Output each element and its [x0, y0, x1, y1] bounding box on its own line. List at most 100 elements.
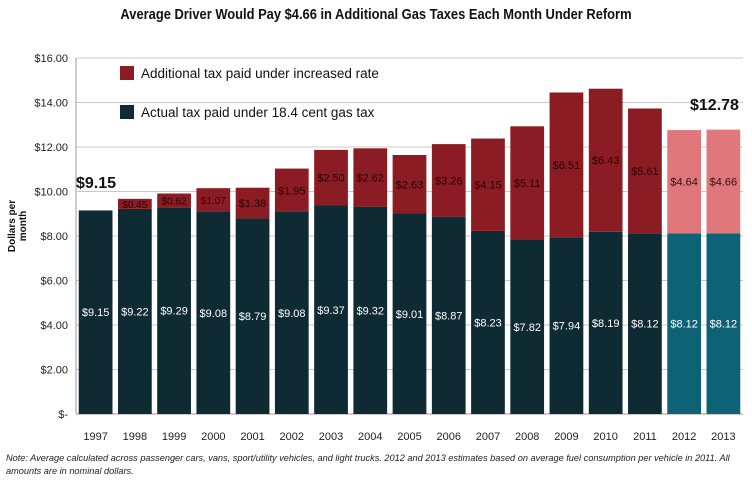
- y-tick-label: $12.00: [34, 142, 68, 154]
- bar-actual-tax: [196, 211, 231, 414]
- x-tick-label: 2004: [358, 431, 382, 443]
- bar-additional-tax: [628, 108, 662, 234]
- bar-actual-tax: [628, 233, 662, 414]
- bar-label-additional: $0.62: [162, 196, 187, 207]
- bar-label-actual: $9.37: [317, 305, 345, 317]
- x-tick-label: 2011: [633, 431, 657, 443]
- bar-actual-tax: [431, 216, 466, 414]
- bar-label-additional: $1.38: [239, 198, 267, 210]
- bar-label-actual: $7.94: [553, 321, 581, 333]
- bar-additional-tax: [588, 88, 623, 232]
- footnote: Note: Average calculated across passenge…: [6, 453, 730, 476]
- bar-label-actual: $9.08: [278, 308, 306, 320]
- bar-additional-tax: [667, 130, 702, 234]
- bar-additional-tax: [471, 138, 505, 231]
- bar-label-additional: $3.26: [435, 175, 463, 187]
- bar-label-actual: $8.23: [474, 317, 502, 329]
- bar-actual-tax: [274, 211, 309, 414]
- bar-label-actual: $8.79: [239, 311, 267, 323]
- bar-actual-tax: [314, 205, 348, 414]
- bar-additional-tax: [510, 126, 545, 241]
- bar-actual-tax: [471, 230, 505, 414]
- y-tick-label: $14.00: [34, 98, 68, 110]
- bar-label-additional: $4.15: [474, 180, 502, 192]
- bar-additional-tax: [196, 188, 231, 212]
- bar-label-actual: $9.01: [396, 309, 424, 321]
- y-tick-label: $8.00: [40, 231, 68, 243]
- bar-label-actual: $8.12: [670, 319, 698, 331]
- x-tick-label: 2002: [280, 431, 304, 443]
- bar-actual-tax: [235, 218, 270, 414]
- y-tick-label: $-: [58, 409, 68, 421]
- bar-actual-tax: [588, 231, 623, 414]
- bar-additional-tax: [392, 155, 427, 214]
- bar-label-actual: $9.08: [200, 308, 228, 320]
- bar-additional-tax: [117, 198, 152, 209]
- legend-swatch: [120, 66, 134, 80]
- bar-label-actual: $8.12: [710, 319, 738, 331]
- bar-label-additional: $0.45: [122, 200, 147, 211]
- legend-label: Actual tax paid under 18.4 cent gas tax: [141, 105, 375, 120]
- bar-actual-tax: [706, 233, 741, 414]
- bar-label-actual: $8.12: [631, 319, 659, 331]
- bar-additional-tax: [314, 149, 348, 206]
- bar-actual-tax: [117, 208, 152, 414]
- bar-additional-tax: [235, 187, 270, 219]
- bar-actual-tax: [353, 206, 388, 414]
- x-tick-label: 2012: [672, 431, 696, 443]
- x-tick-label: 1999: [162, 431, 186, 443]
- bar-additional-tax: [353, 148, 388, 207]
- bar-label-actual: $8.87: [435, 310, 463, 322]
- x-tick-label: 1998: [123, 431, 147, 443]
- bar-label-additional: $2.62: [356, 172, 384, 184]
- bar-additional-tax: [706, 129, 741, 234]
- bar-label-actual: $9.22: [121, 306, 149, 318]
- y-tick-label: $10.00: [34, 187, 68, 199]
- bar-actual-tax: [667, 233, 702, 414]
- bar-label-actual: $8.19: [592, 318, 620, 330]
- bar-additional-tax: [157, 193, 191, 208]
- bar-label-actual: $9.32: [356, 305, 384, 317]
- bar-actual-tax: [157, 207, 191, 414]
- bar-label-additional: $4.64: [670, 177, 698, 189]
- bar-label-actual: $7.82: [513, 322, 541, 334]
- bar-actual-tax: [510, 240, 545, 414]
- bar-label-additional: $6.51: [553, 160, 581, 172]
- bar-label-actual: $9.29: [160, 306, 188, 318]
- x-tick-label: 2007: [476, 431, 500, 443]
- x-tick-label: 2006: [436, 431, 460, 443]
- x-tick-label: 2005: [397, 431, 421, 443]
- bar-actual-tax: [392, 213, 427, 414]
- x-tick-label: 2001: [240, 431, 264, 443]
- y-tick-label: $6.00: [40, 276, 68, 288]
- y-tick-label: $16.00: [34, 53, 68, 65]
- bar-label-additional: $2.63: [396, 179, 424, 191]
- bar-additional-tax: [431, 144, 466, 217]
- x-tick-label: 2013: [711, 431, 735, 443]
- bar-actual-tax: [78, 210, 113, 414]
- bar-label-additional: $1.95: [278, 185, 306, 197]
- x-tick-label: 2008: [515, 431, 539, 443]
- chart-title: Average Driver Would Pay $4.66 in Additi…: [120, 6, 632, 23]
- bar-label-additional: $2.50: [317, 173, 345, 185]
- x-tick-label: 2010: [593, 431, 617, 443]
- x-tick-label: 1997: [83, 431, 107, 443]
- callout-last-year: $12.78: [690, 97, 739, 114]
- legend-swatch: [120, 105, 134, 119]
- bar-label-additional: $6.43: [592, 155, 620, 167]
- x-tick-label: 2000: [201, 431, 225, 443]
- bar-additional-tax: [274, 168, 309, 212]
- callout-first-year: $9.15: [76, 175, 117, 192]
- bar-label-actual: $9.15: [82, 307, 110, 319]
- x-tick-label: 2009: [554, 431, 578, 443]
- x-tick-label: 2003: [319, 431, 343, 443]
- bar-label-additional: $5.61: [631, 166, 659, 178]
- y-tick-label: $2.00: [40, 365, 68, 377]
- y-tick-label: $4.00: [40, 320, 68, 332]
- bar-actual-tax: [549, 237, 584, 414]
- bar-label-additional: $1.07: [201, 196, 226, 207]
- bar-label-additional: $4.66: [710, 176, 738, 188]
- bar-label-additional: $5.11: [514, 178, 541, 190]
- legend-label: Additional tax paid under increased rate: [141, 66, 379, 81]
